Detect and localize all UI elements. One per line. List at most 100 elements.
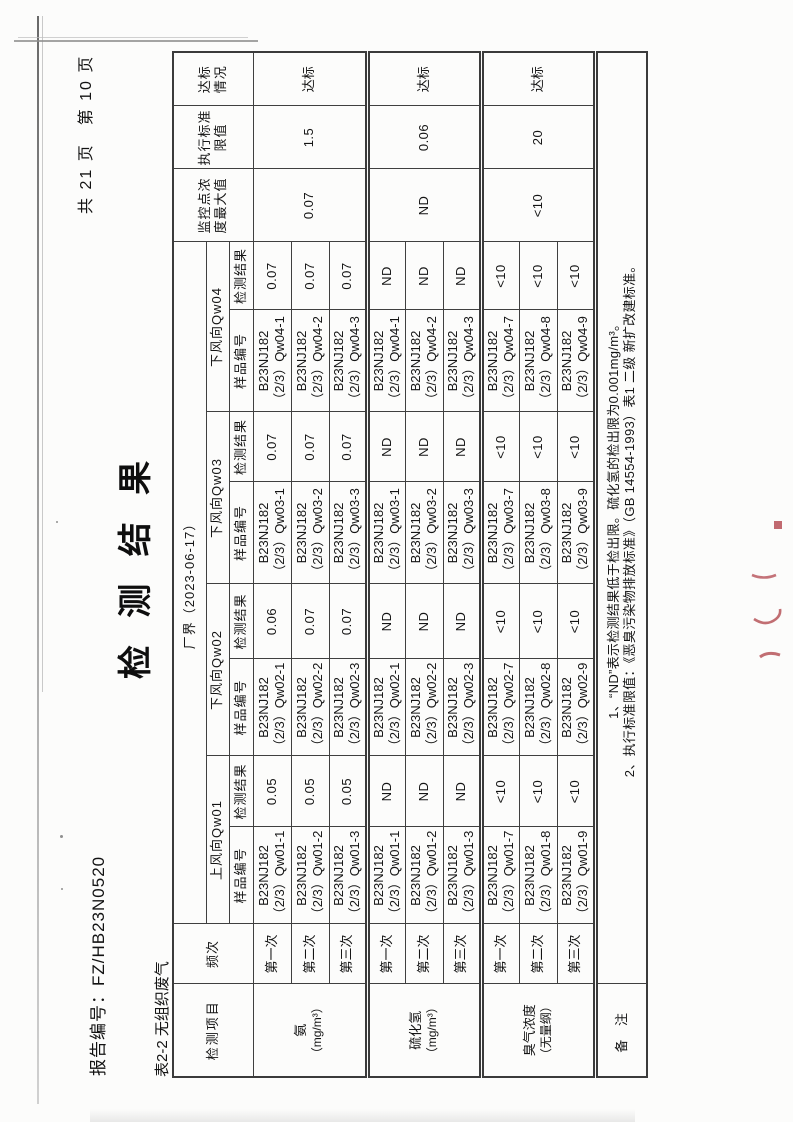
- sample-cell: B23NJ182 （2/3）Qw03-7: [481, 482, 519, 584]
- header-line: 情况: [213, 65, 229, 94]
- sample-id-line: （2/3）Qw03-7: [501, 488, 516, 578]
- boundary-date-header: 厂界（2023-06-17）: [173, 242, 206, 924]
- result-cell: ND: [405, 242, 443, 310]
- sample-id-line: B23NJ182: [293, 330, 309, 392]
- header-line: 限值: [213, 123, 229, 152]
- result-cell: 0.07: [253, 412, 291, 482]
- header-line: 执行标准: [197, 109, 212, 166]
- sample-cell: B23NJ182 （2/3）Qw04-8: [519, 310, 557, 412]
- sample-cell: B23NJ182 （2/3）Qw02-1: [367, 659, 405, 756]
- subheader-sample-no: 样品编号: [229, 827, 253, 924]
- result-cell: <10: [557, 242, 595, 310]
- sample-id-line: B23NJ182: [484, 502, 500, 564]
- sample-cell: B23NJ182 （2/3）Qw04-3: [443, 310, 481, 412]
- col-header-limit: 执行标准 限值: [173, 106, 253, 169]
- sample-id-line: （2/3）Qw02-3: [461, 662, 476, 753]
- scan-speck: [60, 835, 63, 838]
- remarks-label: 备 注: [595, 984, 647, 1077]
- sample-id-line: B23NJ182: [330, 502, 346, 564]
- sample-cell: B23NJ182 （2/3）Qw02-2: [291, 659, 329, 756]
- result-cell: 0.05: [253, 756, 291, 827]
- subheader-sample-no: 样品编号: [229, 482, 253, 584]
- group-header-upwind-qw01: 上风向Qw01: [206, 756, 229, 924]
- photocopy-edge-line-icon: [42, 16, 43, 692]
- sample-id-line: （2/3）Qw02-9: [575, 662, 590, 753]
- frequency-cell: 第二次: [291, 924, 329, 984]
- col-header-frequency: 频次: [173, 924, 253, 984]
- sample-id-line: （2/3）Qw02-8: [538, 662, 553, 753]
- sample-id-line: （2/3）Qw04-2: [424, 316, 439, 406]
- sample-id-line: （2/3）Qw01-8: [538, 830, 553, 921]
- sample-cell: B23NJ182 （2/3）Qw03-1: [367, 482, 405, 584]
- sample-id-line: B23NJ182: [521, 330, 537, 392]
- group-header-downwind-qw02: 下风向Qw02: [206, 584, 229, 756]
- red-pen-scribble-icon: [751, 521, 782, 659]
- sample-id-line: （2/3）Qw03-1: [387, 488, 402, 578]
- sample-cell: B23NJ182 （2/3）Qw03-2: [405, 482, 443, 584]
- photocopy-edge-line-icon: [18, 37, 248, 38]
- subheader-sample-no: 样品编号: [229, 659, 253, 756]
- result-cell: 0.07: [253, 242, 291, 310]
- sample-id-line: B23NJ182: [558, 502, 574, 564]
- item-label-ammonia: 氨 （mg/m³）: [253, 984, 367, 1077]
- sample-cell: B23NJ182 （2/3）Qw02-8: [519, 659, 557, 756]
- frequency-cell: 第三次: [443, 924, 481, 984]
- sample-id-line: （2/3）Qw02-2: [310, 662, 325, 753]
- sample-cell: B23NJ182 （2/3）Qw03-8: [519, 482, 557, 584]
- sample-id-line: B23NJ182: [255, 845, 271, 906]
- remark-line-2: 2、执行标准限值：《恶臭污染物排放标准》（GB 14554-1993）表1 二级…: [621, 259, 637, 778]
- sample-id-line: （2/3）Qw01-9: [575, 830, 590, 921]
- sample-id-line: （2/3）Qw01-1: [272, 830, 287, 921]
- sample-id-line: （2/3）Qw01-3: [461, 830, 476, 921]
- result-cell: ND: [367, 412, 405, 482]
- sample-cell: B23NJ182 （2/3）Qw02-2: [405, 659, 443, 756]
- sample-id-line: B23NJ182: [370, 677, 386, 738]
- sample-cell: B23NJ182 （2/3）Qw01-2: [291, 827, 329, 924]
- result-cell: <10: [519, 412, 557, 482]
- sample-cell: B23NJ182 （2/3）Qw01-3: [329, 827, 367, 924]
- result-cell: 0.07: [329, 242, 367, 310]
- result-cell: <10: [557, 584, 595, 659]
- sample-id-line: （2/3）Qw04-9: [575, 316, 590, 406]
- item-name: 臭气浓度: [522, 1004, 538, 1057]
- sample-id-line: （2/3）Qw04-3: [461, 316, 476, 406]
- subheader-result: 检测结果: [229, 584, 253, 659]
- col-header-item: 检测项目: [173, 984, 253, 1077]
- sample-cell: B23NJ182 （2/3）Qw01-1: [253, 827, 291, 924]
- sample-cell: B23NJ182 （2/3）Qw04-2: [405, 310, 443, 412]
- sample-id-line: B23NJ182: [484, 845, 500, 906]
- result-cell: 0.07: [291, 584, 329, 659]
- result-cell: 0.06: [253, 584, 291, 659]
- sample-id-line: B23NJ182: [521, 845, 537, 906]
- sample-cell: B23NJ182 （2/3）Qw01-9: [557, 827, 595, 924]
- sample-id-line: B23NJ182: [444, 845, 460, 906]
- sample-id-line: B23NJ182: [407, 845, 423, 906]
- sample-id-line: （2/3）Qw03-2: [310, 488, 325, 578]
- item-unit: （无量纲）: [538, 1000, 553, 1061]
- results-table: 检测项目 频次 厂界（2023-06-17） 监控点浓 度最大值 执行标准 限值…: [172, 51, 648, 1078]
- sample-id-line: （2/3）Qw04-1: [272, 316, 287, 406]
- sample-id-line: （2/3）Qw02-1: [387, 662, 402, 753]
- sample-id-line: B23NJ182: [255, 330, 271, 392]
- result-cell: <10: [557, 412, 595, 482]
- sample-id-line: （2/3）Qw01-3: [347, 830, 362, 921]
- sample-id-line: B23NJ182: [330, 845, 346, 906]
- limit-cell: 20: [481, 106, 595, 169]
- item-name: 硫化氢: [408, 1010, 424, 1050]
- sample-id-line: （2/3）Qw02-2: [424, 662, 439, 753]
- scan-speck: [61, 888, 63, 890]
- item-unit: （mg/m³）: [309, 1001, 324, 1060]
- sample-cell: B23NJ182 （2/3）Qw04-7: [481, 310, 519, 412]
- sample-id-line: （2/3）Qw03-8: [538, 488, 553, 578]
- sample-id-line: （2/3）Qw04-7: [501, 316, 516, 406]
- result-cell: <10: [519, 584, 557, 659]
- sample-id-line: （2/3）Qw03-2: [424, 488, 439, 578]
- result-cell: <10: [481, 756, 519, 827]
- photocopy-edge-line-icon: [14, 40, 258, 42]
- report-number: 报告编号：FZ/HB23N0520: [89, 855, 108, 1076]
- sample-id-line: （2/3）Qw02-3: [347, 662, 362, 753]
- group-header-downwind-qw03: 下风向Qw03: [206, 412, 229, 584]
- sample-id-line: （2/3）Qw04-3: [347, 316, 362, 406]
